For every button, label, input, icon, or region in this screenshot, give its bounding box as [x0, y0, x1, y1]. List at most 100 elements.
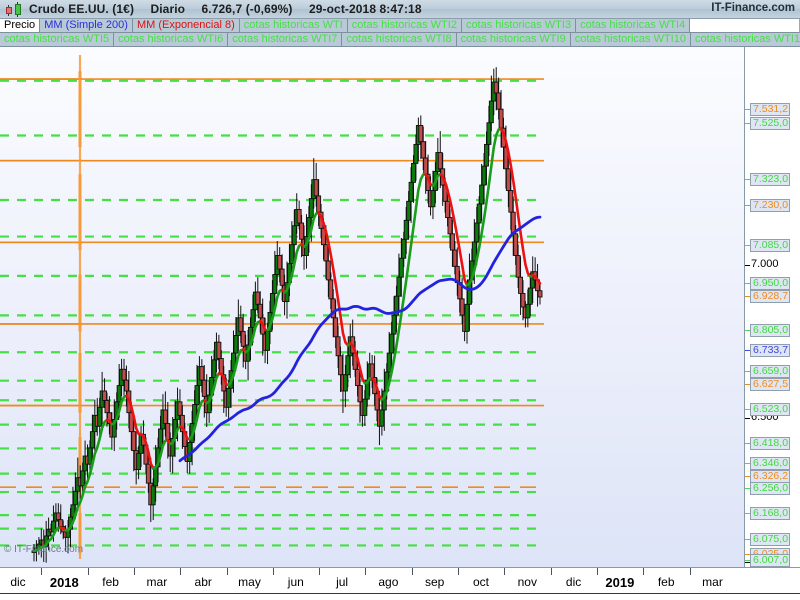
price-axis-tick-dash	[745, 554, 750, 555]
time-axis-label: mar	[146, 575, 168, 589]
time-axis-tickmark	[226, 568, 228, 575]
price-axis-tick-dash	[745, 123, 750, 124]
price-axis-level-label[interactable]: 6.418,0	[745, 437, 791, 450]
price-axis-value: 6.659,0	[750, 365, 791, 378]
time-axis-tickmark	[411, 568, 413, 575]
time-axis-label: ago	[378, 575, 399, 589]
indicator-tab-mm-exponencial-8[interactable]: MM (Exponencial 8)	[132, 19, 240, 33]
price-axis-tick-dash	[745, 539, 750, 540]
price-axis-tickmark	[745, 418, 750, 419]
indicator-tab-cotas-historicas-wti7[interactable]: cotas historicas WTI7	[228, 33, 343, 47]
price-axis-tickmark	[745, 265, 750, 266]
time-axis-tickmark	[272, 568, 274, 575]
price-axis-value: 7.525,0	[750, 117, 791, 130]
price-axis-level-label[interactable]: 6.256,0	[745, 482, 791, 495]
price-axis-tick-dash	[745, 283, 750, 284]
brand-label: IT-Finance.com	[711, 2, 795, 14]
price-axis-tickmark	[745, 562, 750, 563]
price-axis-value: 6.256,0	[750, 482, 791, 495]
price-axis-level-label[interactable]: 7.525,0	[745, 117, 791, 130]
indicator-tabs-row-1: Precio MM (Simple 200) MM (Exponencial 8) c…	[0, 19, 800, 33]
price-axis-value: 6.168,0	[750, 507, 791, 520]
price-axis-level-label[interactable]: 7.085,0	[745, 239, 791, 252]
price-axis-level-label[interactable]: 6.627,5	[745, 378, 791, 391]
indicator-tab-cotas-historicas-wti6[interactable]: cotas historicas WTI6	[114, 33, 229, 47]
indicator-tab-empty[interactable]	[690, 19, 800, 33]
price-axis-value: 6.523,0	[750, 403, 791, 416]
price-axis-level-label[interactable]: 6.168,0	[745, 507, 791, 520]
indicator-tab-mm-simple-200[interactable]: MM (Simple 200)	[40, 19, 133, 33]
price-axis-tick-dash	[745, 179, 750, 180]
price-axis-level-label[interactable]: 6.733,7	[745, 344, 791, 357]
price-axis-value: 6.627,5	[750, 378, 791, 391]
time-axis-label: sep	[425, 575, 445, 589]
indicator-tab-cotas-historicas-wti[interactable]: cotas historicas WTI	[239, 19, 348, 33]
timeframe-label: Diario	[150, 2, 186, 16]
price-plot-area[interactable]: © IT-Finance.com	[0, 47, 745, 567]
price-axis-tick-dash	[745, 384, 750, 385]
price-axis-tick-dash	[745, 488, 750, 489]
price-axis-level-label[interactable]: 6.928,7	[745, 290, 791, 303]
price-axis[interactable]: 7.0006.5006.0007.531,27.525,07.323,07.23…	[745, 47, 800, 600]
indicator-tab-cotas-historicas-wti9[interactable]: cotas historicas WTI9	[456, 33, 571, 47]
price-axis-level-label[interactable]: 6.075,0	[745, 533, 791, 546]
price-axis-level-label[interactable]: 7.531,2	[745, 103, 791, 116]
time-axis-label: mar	[702, 575, 723, 589]
price-axis-tick-dash	[745, 245, 750, 246]
price-axis-tick-dash	[745, 560, 750, 561]
time-axis-label: oct	[472, 575, 490, 589]
quote-datetime: 29-oct-2018 8:47:18	[308, 2, 422, 16]
time-axis-tickmark	[41, 568, 43, 575]
indicator-tab-cotas-historicas-wti4[interactable]: cotas historicas WTI4	[576, 19, 691, 33]
price-axis-tick-dash	[745, 350, 750, 351]
price-axis-value: 7.230,0	[750, 199, 791, 212]
price-axis-level-label[interactable]: 6.950,0	[745, 277, 791, 290]
price-axis-value: 6.075,0	[750, 533, 791, 546]
price-axis-value: 6.805,0	[750, 324, 791, 337]
indicator-tab-precio[interactable]: Precio	[0, 19, 41, 33]
time-axis-tickmark	[458, 568, 459, 575]
time-axis-label: jul	[336, 575, 349, 589]
time-axis-tickmark	[319, 568, 321, 575]
price-axis-label-plain: 7.000	[751, 258, 779, 270]
indicator-tab-cotas-historicas-wti5[interactable]: cotas historicas WTI5	[0, 33, 115, 47]
price-axis-value: 6.733,7	[750, 344, 791, 357]
time-axis-tickmark	[550, 568, 552, 575]
price-axis-tick-dash	[745, 443, 750, 444]
time-axis-tickmark	[180, 568, 182, 575]
price-axis-level-label[interactable]: 6.805,0	[745, 324, 791, 337]
indicator-tabs-row-2: cotas historicas WTI5 cotas historicas WT…	[0, 33, 800, 47]
indicator-tab-cotas-historicas-wti10[interactable]: cotas historicas WTI10	[570, 33, 691, 47]
time-axis-label: abr	[194, 575, 212, 589]
price-axis-value: 6.928,7	[750, 290, 791, 303]
candlestick-bar	[537, 282, 543, 305]
indicator-tab-cotas-historicas-wti11[interactable]: cotas historicas WTI11	[690, 33, 800, 47]
indicator-tab-cotas-historicas-wti2[interactable]: cotas historicas WTI2	[347, 19, 462, 33]
price-axis-value: 6.418,0	[750, 437, 791, 450]
price-axis-level-label[interactable]: 7.323,0	[745, 173, 791, 186]
price-axis-level-label[interactable]: 6.007,0	[745, 554, 791, 567]
indicator-tab-cotas-historicas-wti3[interactable]: cotas historicas WTI3	[461, 19, 577, 33]
price-axis-level-label[interactable]: 6.659,0	[745, 365, 791, 378]
time-axis-tickmark	[643, 568, 645, 575]
candlestick-svg	[0, 55, 544, 563]
time-axis-label: jun	[287, 575, 304, 589]
price-axis-level-label[interactable]: 6.346,0	[745, 457, 791, 470]
last-price: 6.726,7 (-0,69%)	[201, 2, 293, 16]
time-axis-label: dic	[10, 575, 26, 589]
time-axis-tickmark	[133, 568, 135, 575]
price-axis-tick-dash	[745, 109, 750, 110]
time-axis-tickmark	[365, 568, 367, 575]
price-axis-level-label[interactable]: 7.230,0	[745, 199, 791, 212]
price-axis-level-label[interactable]: 6.523,0	[745, 403, 791, 416]
price-axis-value: 7.085,0	[750, 239, 791, 252]
time-axis-label: feb	[657, 575, 675, 589]
price-axis-tick-dash	[745, 205, 750, 206]
price-axis-tick-dash	[745, 296, 750, 297]
instrument-name: Crudo EE.UU. (1€)	[29, 2, 135, 16]
time-axis[interactable]: dic 2018 feb mar abr may jun jul ago sep oct nov dic…	[0, 567, 800, 600]
price-axis-value: 7.531,2	[750, 103, 791, 116]
price-axis-value: 6.007,0	[750, 554, 791, 567]
indicator-tab-cotas-historicas-wti8[interactable]: cotas historicas WTI8	[342, 33, 457, 47]
